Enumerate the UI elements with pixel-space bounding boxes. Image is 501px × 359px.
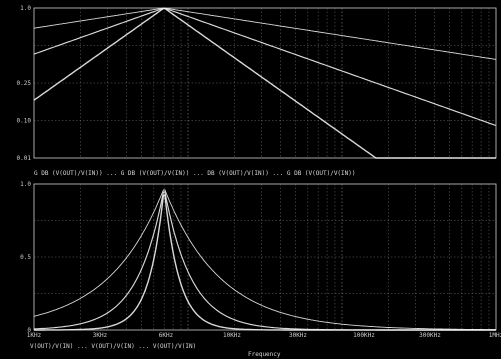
trace-2 [33,7,497,127]
top-y-ticks: 1.0 0.25 0.10 0.01 [17,5,32,162]
top-plot-panel[interactable]: 1.0 0.25 0.10 0.01 [17,5,497,162]
trace-1 [33,189,496,331]
top-grid [34,8,496,158]
trace-3 [34,194,496,331]
x-tick-label: 100KHz [353,332,375,339]
trace-1 [33,7,497,60]
top-traces [33,7,497,159]
y-tick-label: 0.5 [20,254,31,261]
x-tick-label: 30KHz [289,332,307,339]
x-tick-label: 6KHz [159,332,174,339]
x-tick-label: 3KHz [93,332,108,339]
y-tick-label: 0 [27,327,31,334]
y-tick-label: 1.0 [20,5,31,12]
y-tick-label: 0.01 [17,155,32,162]
top-legend: G DB (V(OUT)/V(IN)) ... G DB (V(OUT)/V(I… [34,170,356,177]
bottom-grid [34,184,496,330]
x-tick-label: 10KHz [223,332,241,339]
trace-2 [33,191,496,331]
x-tick-label: 1KHz [27,332,42,339]
bottom-x-ticks: 1KHz 3KHz 6KHz 10KHz 30KHz 100KHz 300KHz 1MHz [27,332,501,339]
x-tick-label: 300KHz [419,332,441,339]
bottom-plot-panel[interactable]: 1.0 0.5 0 1KHz 3KHz 6KHz 10KHz 30KHz 100KHz 300K… [20,181,501,339]
trace-3 [33,7,496,159]
y-tick-label: 1.0 [20,181,31,188]
x-tick-label: 1MHz [489,332,501,339]
y-tick-label: 0.10 [17,118,32,125]
bottom-legend: V(OUT)/V(IN) ... V(OUT)/V(IN) ... V(OUT)… [30,343,196,350]
bottom-traces [33,189,496,331]
y-tick-label: 0.25 [17,80,32,87]
x-axis-title: Frequency [248,351,281,358]
bottom-y-ticks: 1.0 0.5 0 [20,181,31,334]
